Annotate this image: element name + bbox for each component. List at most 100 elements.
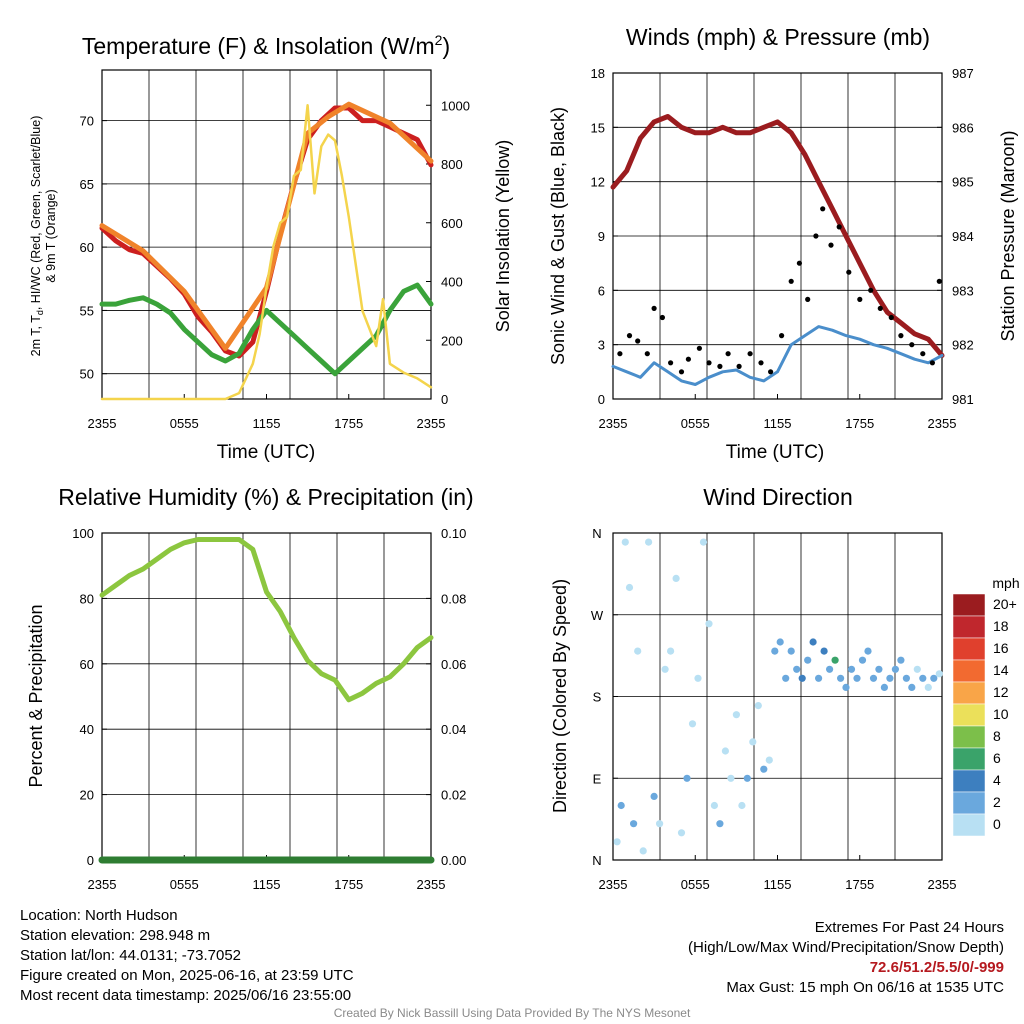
latlon-text: Station lat/lon: 44.0131; -73.7052 bbox=[20, 947, 242, 964]
winds-gust-point bbox=[617, 351, 623, 357]
temp-y2-tick-label: 1000 bbox=[441, 98, 470, 113]
rh-x-tick-label: 1755 bbox=[334, 877, 363, 892]
wdir-y-tick-label: N bbox=[592, 526, 601, 541]
wdir-y-tick-label: N bbox=[592, 853, 601, 868]
colorbar-swatch bbox=[952, 681, 986, 705]
wdir-point bbox=[820, 647, 828, 655]
wdir-point bbox=[869, 674, 878, 682]
wdir-point bbox=[688, 720, 697, 728]
temp-y-tick-label: 65 bbox=[80, 177, 94, 192]
wdir-point bbox=[853, 674, 861, 682]
temp-y-tick-label: 50 bbox=[80, 367, 94, 382]
rh-y2-tick-label: 0.10 bbox=[441, 526, 466, 541]
colorbar-swatch bbox=[952, 615, 986, 639]
wdir-point bbox=[798, 674, 806, 682]
temp-y-tick-label: 55 bbox=[80, 303, 94, 318]
wdir-left-axis-title: Direction (Colored By Speed) bbox=[550, 579, 570, 813]
wdir-point bbox=[760, 765, 768, 773]
rh-series-relative-humidity bbox=[99, 537, 434, 703]
winds-panel-title: Winds (mph) & Pressure (mb) bbox=[626, 24, 930, 50]
winds-gust-point bbox=[768, 369, 774, 375]
winds-gust-point bbox=[668, 360, 674, 366]
wdir-point bbox=[705, 620, 713, 628]
temp-x-tick-label: 1155 bbox=[253, 416, 281, 431]
rh-y-tick-label: 40 bbox=[80, 722, 94, 737]
temp-x-axis-title: Time (UTC) bbox=[217, 442, 316, 463]
winds-x-tick-label: 1155 bbox=[764, 416, 792, 431]
elevation-text: Station elevation: 298.948 m bbox=[20, 927, 211, 944]
wdir-point bbox=[815, 674, 823, 682]
winds-y-tick-label: 18 bbox=[591, 66, 605, 81]
rh-axes: 2355 0555 1155 1755 2355 bbox=[88, 532, 445, 892]
winds-y2-tick-label: 983 bbox=[952, 283, 974, 298]
winds-y-tick-label: 0 bbox=[598, 392, 605, 407]
winds-x-axis-title: Time (UTC) bbox=[726, 442, 825, 463]
winds-y-tick-label: 6 bbox=[598, 283, 605, 298]
temp-y2-tick-label: 0 bbox=[441, 392, 448, 407]
temp-x-tick-label: 1755 bbox=[334, 416, 363, 431]
wdir-point bbox=[875, 665, 883, 673]
colorbar-label: 10 bbox=[993, 706, 1009, 722]
winds-gust-point bbox=[651, 305, 657, 311]
winds-gust-point bbox=[659, 314, 666, 321]
winds-gust-point bbox=[909, 342, 915, 348]
created-text: Figure created on Mon, 2025-06-16, at 23… bbox=[20, 967, 354, 984]
wdir-point bbox=[847, 665, 856, 673]
colorbar-title: mph bbox=[992, 575, 1019, 591]
winds-gust-point bbox=[747, 351, 753, 357]
wdir-point bbox=[625, 583, 634, 592]
wdir-point bbox=[727, 774, 735, 782]
rh-frame bbox=[101, 532, 432, 861]
winds-gust-point bbox=[788, 278, 794, 284]
colorbar-label: 12 bbox=[993, 684, 1009, 700]
wdir-point bbox=[667, 647, 675, 655]
winds-gust-point bbox=[805, 296, 811, 302]
colorbar-label: 14 bbox=[993, 662, 1009, 678]
wdir-y-tick-label: S bbox=[593, 690, 602, 705]
winds-y-tick-label: 15 bbox=[591, 120, 605, 135]
winds-gust-point bbox=[857, 296, 863, 302]
temp-x-tick-label: 2355 bbox=[88, 416, 117, 431]
wdir-x-tick-label: 1155 bbox=[764, 877, 792, 892]
wdir-point bbox=[738, 801, 746, 810]
recent-timestamp-text: Most recent data timestamp: 2025/06/16 2… bbox=[20, 987, 352, 1004]
winds-y2-tick-label: 982 bbox=[952, 338, 974, 353]
temp-y2-tick-label: 800 bbox=[441, 157, 463, 172]
winds-series-station-pressure bbox=[610, 114, 945, 358]
winds-gust-point bbox=[796, 260, 803, 266]
wdir-point bbox=[694, 674, 702, 682]
wdir-point bbox=[721, 747, 730, 755]
rh-panel-title: Relative Humidity (%) & Precipitation (i… bbox=[58, 484, 473, 510]
winds-gust-point bbox=[828, 242, 834, 248]
wdir-point bbox=[630, 820, 638, 828]
colorbar-swatch bbox=[952, 813, 986, 837]
winds-left-axis-title: Sonic Wind & Gust (Blue, Black) bbox=[548, 107, 568, 365]
wdir-point bbox=[743, 774, 751, 782]
winds-gust-point bbox=[920, 351, 926, 357]
rh-y2-tick-label: 0.04 bbox=[441, 722, 466, 737]
temp-x-tick-label: 2355 bbox=[417, 416, 446, 431]
winds-gust-point bbox=[678, 369, 685, 375]
wdir-point bbox=[661, 665, 669, 673]
wdir-point bbox=[864, 647, 872, 655]
rh-y-tick-label: 100 bbox=[72, 526, 94, 541]
wdir-x-tick-label: 0555 bbox=[681, 877, 710, 892]
colorbar-swatch bbox=[952, 747, 986, 771]
location-text: Location: North Hudson bbox=[20, 907, 178, 924]
rh-y2-tick-label: 0.00 bbox=[441, 853, 466, 868]
temp-y-tick-label: 60 bbox=[80, 240, 94, 255]
winds-x-tick-label: 2355 bbox=[928, 416, 957, 431]
temp-x-tick-label: 0555 bbox=[170, 416, 199, 431]
wdir-point bbox=[924, 683, 932, 692]
temp-y-tick-label: 70 bbox=[80, 114, 94, 129]
wdir-point bbox=[842, 683, 850, 692]
extremes-info: Extremes For Past 24 Hours (High/Low/Max… bbox=[688, 918, 1004, 998]
extremes-title: Extremes For Past 24 Hours bbox=[814, 919, 1004, 936]
wdir-point bbox=[613, 838, 621, 846]
wdir-point bbox=[793, 665, 801, 673]
rh-y2-tick-label: 0.08 bbox=[441, 591, 466, 606]
colorbar-swatch bbox=[952, 769, 986, 793]
winds-gust-point bbox=[868, 287, 874, 293]
rh-y2-tick-label: 0.06 bbox=[441, 657, 466, 672]
colorbar-label: 6 bbox=[993, 750, 1001, 766]
